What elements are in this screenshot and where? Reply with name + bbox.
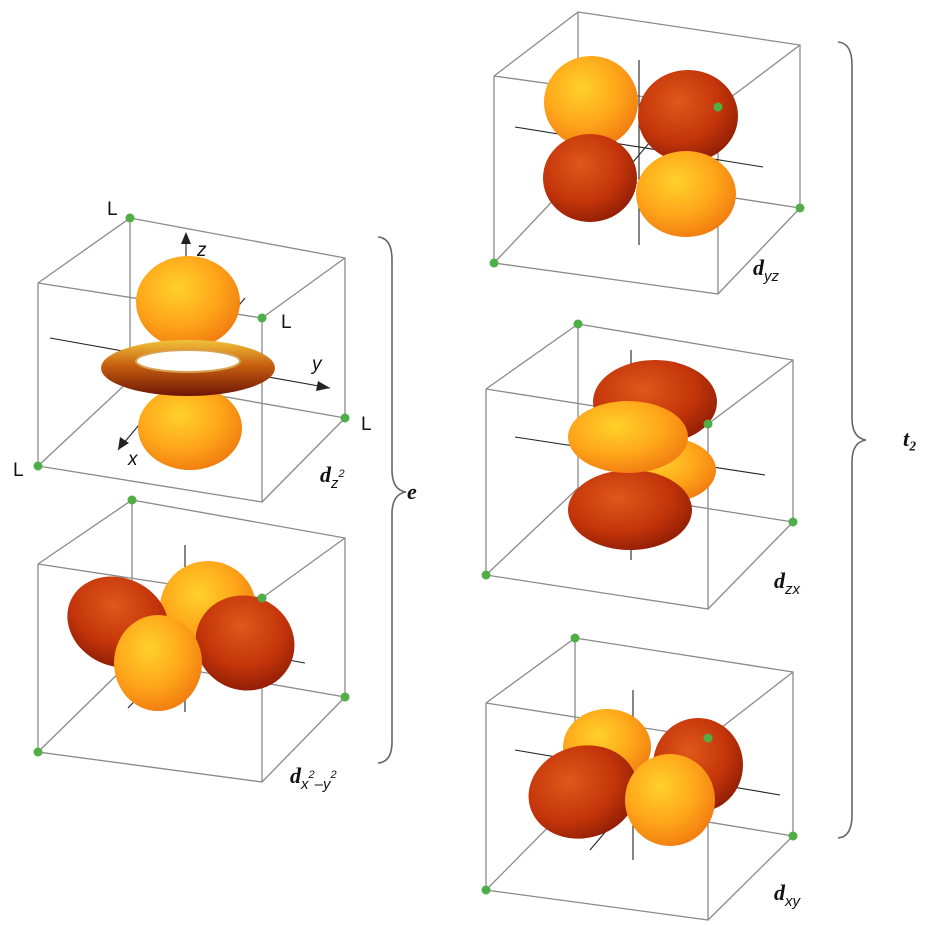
ligand-dot [257,593,267,603]
ligand-dot [257,313,267,323]
group-label-e: e [407,479,417,504]
lobe-front-top [568,401,688,473]
panel-dzx: dzx [481,319,801,610]
brace-e: e [377,236,417,764]
axis-label-y: y [310,354,323,375]
torus [101,340,275,396]
label-dz2: dz2 [320,462,345,492]
ligand-dot [703,419,713,429]
lobe-front-right [625,754,715,846]
panel-dyz: dyz [489,11,805,295]
lobe-ll [543,134,637,222]
lobe-front-left [528,745,638,839]
ligand-dot [33,747,43,757]
ligand-label: L [281,312,292,333]
ligand-dot [33,461,43,471]
ligand-label: L [107,199,118,220]
ligand-dot [340,692,350,702]
label-dxy: dxy [774,880,802,910]
lobe-ul [544,56,638,148]
label-dx2y2: dx2–y2 [290,763,337,793]
ligand-dot [573,319,583,329]
panel-dxy: dxy [481,633,802,921]
axis-label-z: z [196,240,207,261]
ligand-dot [795,203,805,213]
axis-label-x: x [127,449,139,470]
panel-dz2: L L L L z y x dz2 [13,199,372,503]
cube-dyz [493,11,801,295]
ligand-dot [340,413,350,423]
ligand-label: L [13,460,24,481]
ligand-dot [481,885,491,895]
lobe-right [195,595,295,691]
ligand-dot [788,831,798,841]
ligand-dot [788,517,798,527]
lobe-ur [638,70,738,162]
ligand-dot [125,213,135,223]
lobe-bottom [138,386,242,470]
panel-dx2y2: dx2–y2 [33,495,350,793]
ligand-dot [570,633,580,643]
lobe-front-bottom [568,470,692,550]
group-label-t2: t₂ [903,426,917,451]
label-dyz: dyz [753,255,780,285]
lobe-front [114,615,202,711]
ligand-dot [703,733,713,743]
ligand-dot [127,495,137,505]
ligand-dot [481,570,491,580]
lobe-top [136,256,240,348]
ligand-dot [713,102,723,112]
lobe-lr [636,151,736,237]
ligand-dot [489,258,499,268]
ligand-label: L [361,414,372,435]
brace-t2: t₂ [837,41,917,839]
label-dzx: dzx [774,568,801,598]
